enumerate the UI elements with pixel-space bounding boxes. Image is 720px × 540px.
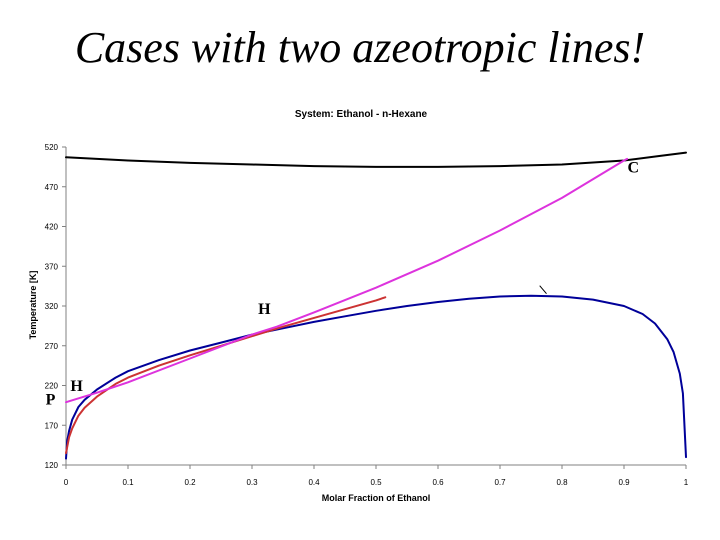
y-tick-label: 220 (45, 382, 59, 391)
series-line-4 (65, 157, 629, 404)
annotation-h: H (258, 301, 271, 318)
x-tick-label: 0.2 (184, 478, 196, 487)
annotation-c: C (628, 159, 640, 176)
x-tick-label: 0.6 (432, 478, 444, 487)
x-axis-title: Molar Fraction of Ethanol (322, 493, 431, 503)
x-tick-label: 0 (64, 478, 69, 487)
x-tick-label: 0.5 (370, 478, 382, 487)
annotation-p: P (46, 392, 56, 409)
series-line-1 (65, 151, 687, 168)
series-line-3 (65, 296, 387, 455)
y-tick-label: 420 (45, 223, 59, 232)
y-tick-label: 270 (45, 342, 59, 351)
y-tick-label: 370 (45, 262, 59, 271)
x-tick-label: 0.9 (618, 478, 630, 487)
x-tick-label: 0.3 (246, 478, 258, 487)
slide-title: Cases with two azeotropic lines! (74, 23, 646, 72)
x-tick-label: 0.4 (308, 478, 320, 487)
x-tick-label: 0.1 (122, 478, 134, 487)
pointer-mark (539, 285, 547, 294)
y-tick-label: 120 (45, 461, 59, 470)
y-tick-label: 320 (45, 302, 59, 311)
annotation-h: H (70, 378, 83, 395)
y-axis-title: Temperature [K] (28, 271, 38, 340)
y-tick-label: 470 (45, 183, 59, 192)
series-line-2 (65, 294, 687, 460)
chart-title: System: Ethanol - n-Hexane (295, 109, 428, 120)
x-tick-label: 0.8 (556, 478, 568, 487)
y-tick-label: 170 (45, 421, 59, 430)
x-tick-label: 0.7 (494, 478, 506, 487)
x-tick-label: 1 (684, 478, 689, 487)
y-tick-label: 520 (45, 143, 59, 152)
plot-area: 0 0.1 0.2 0.3 0.4 0.5 0.6 0.7 0.8 0.9 1 120 170 220 27… (45, 143, 689, 487)
